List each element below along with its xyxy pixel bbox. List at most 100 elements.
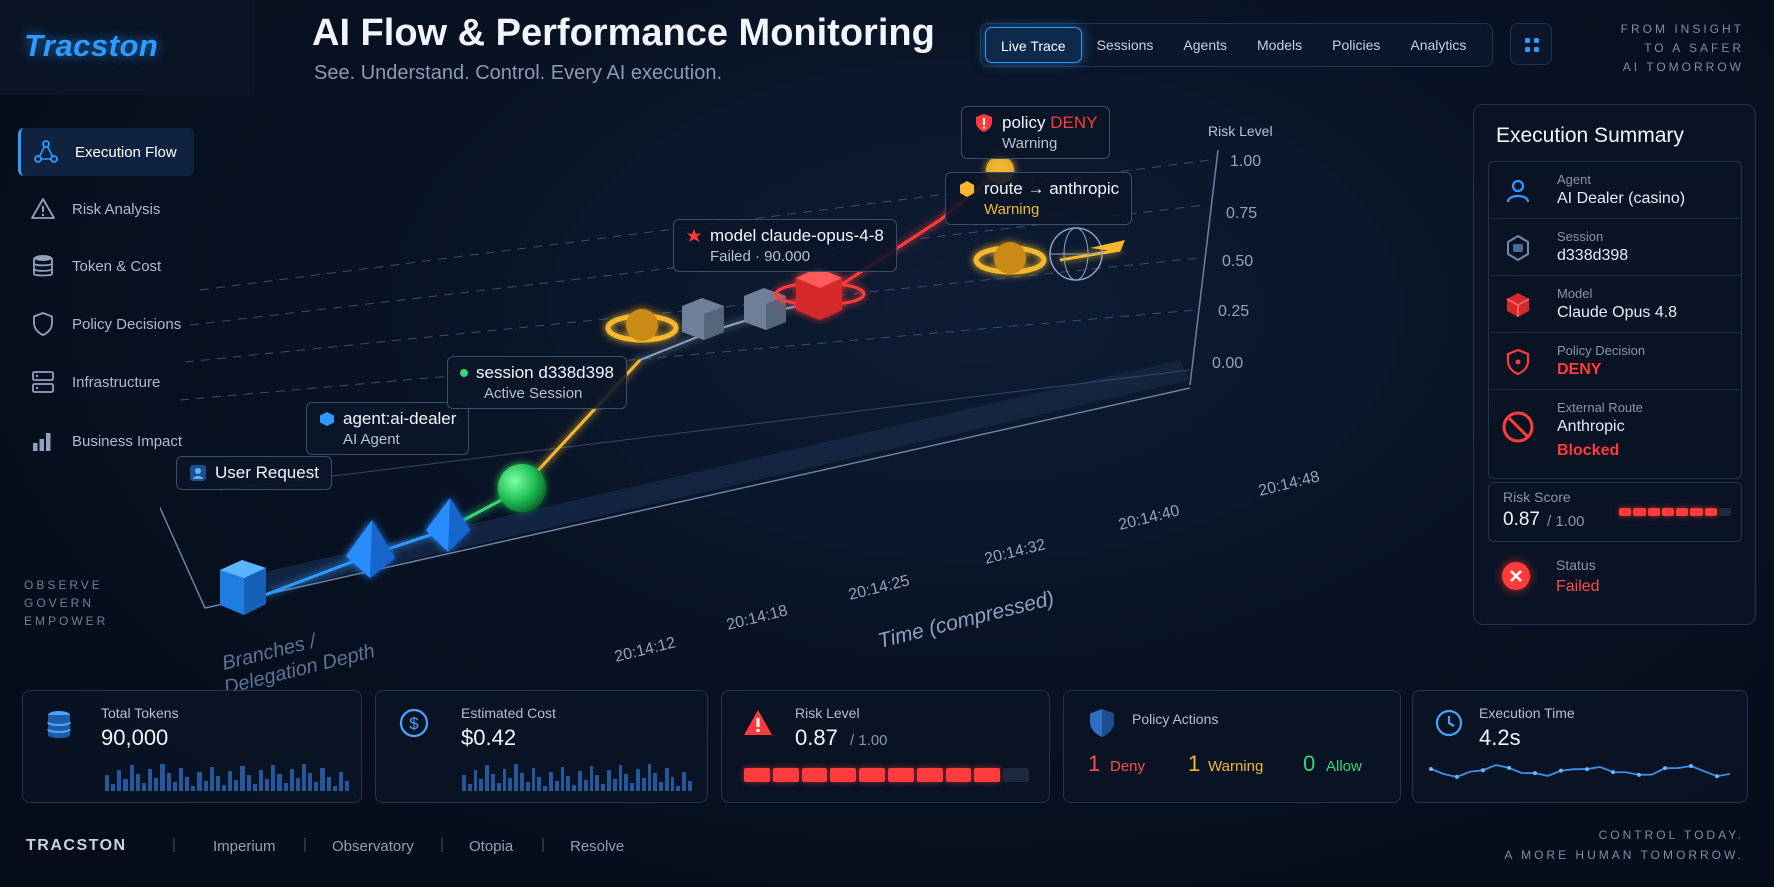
- spark-bar: [641, 778, 646, 791]
- spark-bar: [485, 765, 489, 791]
- risk-segment: [974, 768, 1001, 782]
- shield-alert-icon: [976, 114, 992, 132]
- risk-segment: [1619, 508, 1632, 516]
- tab-sessions[interactable]: Sessions: [1096, 37, 1154, 53]
- sidebar-item-token-cost[interactable]: Token & Cost: [18, 242, 194, 290]
- risk-tick-label: 0.25: [1218, 303, 1249, 320]
- page-subtitle: See. Understand. Control. Every AI execu…: [314, 62, 722, 84]
- agent-label[interactable]: agent:ai-dealer AI Agent: [306, 402, 470, 455]
- processing-node[interactable]: [744, 288, 786, 330]
- flow-floor: [230, 360, 1190, 590]
- risk-score-value: 0.87: [1503, 509, 1540, 530]
- sidebar-item-execution-flow[interactable]: Execution Flow: [18, 128, 194, 176]
- tagline-line: GOVERN: [24, 596, 95, 610]
- user-request-node[interactable]: [220, 560, 266, 615]
- spark-bar: [670, 777, 675, 791]
- risk-segment: [916, 768, 943, 782]
- metric-card-cost[interactable]: $ Estimated Cost $0.42: [375, 690, 708, 803]
- agent-node[interactable]: [346, 498, 470, 578]
- spark-bar: [160, 764, 165, 791]
- summary-value: DENY: [1557, 361, 1602, 378]
- summary-row-agent[interactable]: Agent AI Dealer (casino): [1489, 162, 1741, 219]
- summary-row-session[interactable]: Session d338d398: [1489, 219, 1741, 276]
- summary-row-model[interactable]: Model Claude Opus 4.8: [1489, 276, 1741, 333]
- sidebar-item-label: Execution Flow: [75, 143, 177, 161]
- sidebar-item-policy-decisions[interactable]: Policy Decisions: [18, 300, 194, 348]
- metric-label: Estimated Cost: [461, 705, 556, 721]
- footer-link-resolve[interactable]: Resolve: [570, 838, 625, 855]
- tagline-line: FROM INSIGHT: [1620, 22, 1744, 36]
- metric-card-policy[interactable]: Policy Actions 1 Deny 1 Warning 0 Allow: [1063, 690, 1401, 803]
- spark-bar: [338, 772, 344, 791]
- model-router-node[interactable]: [605, 309, 679, 343]
- apps-grid-button[interactable]: [1510, 23, 1552, 65]
- summary-risk-score: Risk Score 0.87 / 1.00: [1488, 482, 1742, 542]
- policy-title-emph: DENY: [1050, 113, 1098, 132]
- spark-bar: [154, 778, 159, 791]
- node-title: agent:ai-dealer: [343, 409, 457, 428]
- spark-bar: [314, 782, 319, 791]
- database-icon: [39, 705, 79, 745]
- brand-logo[interactable]: Tracston: [24, 28, 159, 63]
- user-request-label[interactable]: User Request: [176, 456, 332, 490]
- model-label[interactable]: model claude-opus-4-8 Failed · 90.000: [673, 219, 897, 272]
- spark-bar: [271, 765, 276, 791]
- sparkline-point: [1481, 768, 1485, 773]
- spark-bar: [332, 786, 337, 791]
- external-endpoint-globe[interactable]: [1049, 227, 1125, 281]
- footer-link-observatory[interactable]: Observatory: [332, 838, 414, 855]
- metric-card-tokens[interactable]: Total Tokens 90,000: [22, 690, 362, 803]
- sidebar-item-business-impact[interactable]: Business Impact: [18, 417, 194, 465]
- metric-card-time[interactable]: Execution Time 4.2s: [1412, 690, 1748, 803]
- warning-icon: [28, 196, 58, 222]
- warning-count: 1: [1188, 751, 1201, 776]
- time-axis: [151, 387, 1191, 609]
- policy-label[interactable]: policy DENY Warning: [961, 106, 1111, 159]
- tab-analytics[interactable]: Analytics: [1410, 37, 1467, 53]
- spark-bar: [295, 778, 300, 791]
- summary-value: Claude Opus 4.8: [1557, 304, 1678, 321]
- footer-logo[interactable]: TRACSTON: [26, 837, 127, 854]
- sparkline-point: [1533, 771, 1537, 776]
- flow-canvas: Risk Level 1.00 0.75 0.50 0.25 0.00 20:1…: [151, 123, 1322, 699]
- session-node[interactable]: [498, 464, 546, 512]
- spark-bar: [141, 783, 147, 791]
- tab-models[interactable]: Models: [1257, 37, 1303, 53]
- logo-panel: [0, 0, 255, 95]
- summary-row-route[interactable]: External Route Anthropic Blocked: [1489, 390, 1741, 480]
- model-node[interactable]: [774, 268, 866, 320]
- tagline-line: CONTROL TODAY.: [1598, 828, 1744, 842]
- risk-score-bar: [1619, 508, 1731, 516]
- session-label[interactable]: session d338d398 Active Session: [447, 356, 628, 409]
- session-hexagon-icon: [1501, 231, 1535, 265]
- spark-bar: [618, 765, 623, 791]
- sidebar-item-infrastructure[interactable]: Infrastructure: [18, 358, 194, 406]
- sparkline-point: [1429, 767, 1433, 771]
- processing-node[interactable]: [682, 298, 724, 340]
- footer-link-imperium[interactable]: Imperium: [213, 838, 276, 855]
- node-subtitle: Warning: [1002, 135, 1058, 152]
- spark-bar: [496, 783, 501, 791]
- risk-tick-label: 0.00: [1212, 355, 1243, 372]
- summary-row-policy[interactable]: Policy Decision DENY: [1489, 333, 1741, 390]
- spark-bar: [659, 782, 663, 791]
- spark-bar: [595, 775, 600, 791]
- execution-time-sparkline: [1429, 763, 1731, 779]
- database-icon: [28, 253, 58, 279]
- route-label[interactable]: route → anthropic Warning: [945, 172, 1133, 225]
- time-tick-label: 20:14:48: [1257, 468, 1322, 500]
- sidebar-item-risk-analysis[interactable]: Risk Analysis: [18, 185, 194, 233]
- risk-level-bar: [744, 768, 1029, 782]
- tab-agents[interactable]: Agents: [1183, 37, 1227, 53]
- tab-policies[interactable]: Policies: [1332, 37, 1381, 53]
- metric-card-risk[interactable]: Risk Level 0.87 / 1.00: [721, 690, 1050, 803]
- spark-bar: [467, 784, 472, 791]
- allow-count: 0: [1303, 751, 1316, 776]
- tab-live-trace[interactable]: Live Trace: [985, 27, 1082, 63]
- model-cube-icon: [1501, 288, 1535, 322]
- time-tick-label: 20:14:32: [983, 536, 1048, 568]
- footer-tagline: CONTROL TODAY. A MORE HUMAN TOMORROW.: [1480, 825, 1744, 865]
- footer-link-otopia[interactable]: Otopia: [469, 838, 514, 855]
- user-icon: [190, 465, 206, 481]
- metric-value: $0.42: [461, 725, 517, 750]
